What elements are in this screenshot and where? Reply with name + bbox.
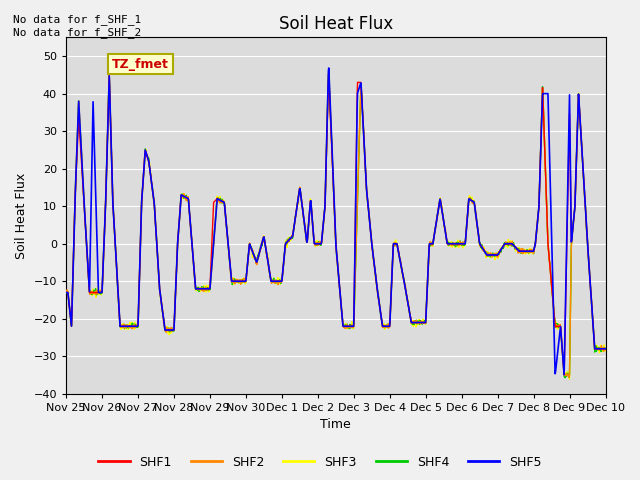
Text: No data for f_SHF_1
No data for f_SHF_2: No data for f_SHF_1 No data for f_SHF_2 <box>13 14 141 38</box>
Legend: SHF1, SHF2, SHF3, SHF4, SHF5: SHF1, SHF2, SHF3, SHF4, SHF5 <box>93 451 547 474</box>
Text: TZ_fmet: TZ_fmet <box>112 58 169 71</box>
Title: Soil Heat Flux: Soil Heat Flux <box>278 15 393 33</box>
X-axis label: Time: Time <box>321 419 351 432</box>
Y-axis label: Soil Heat Flux: Soil Heat Flux <box>15 172 28 259</box>
